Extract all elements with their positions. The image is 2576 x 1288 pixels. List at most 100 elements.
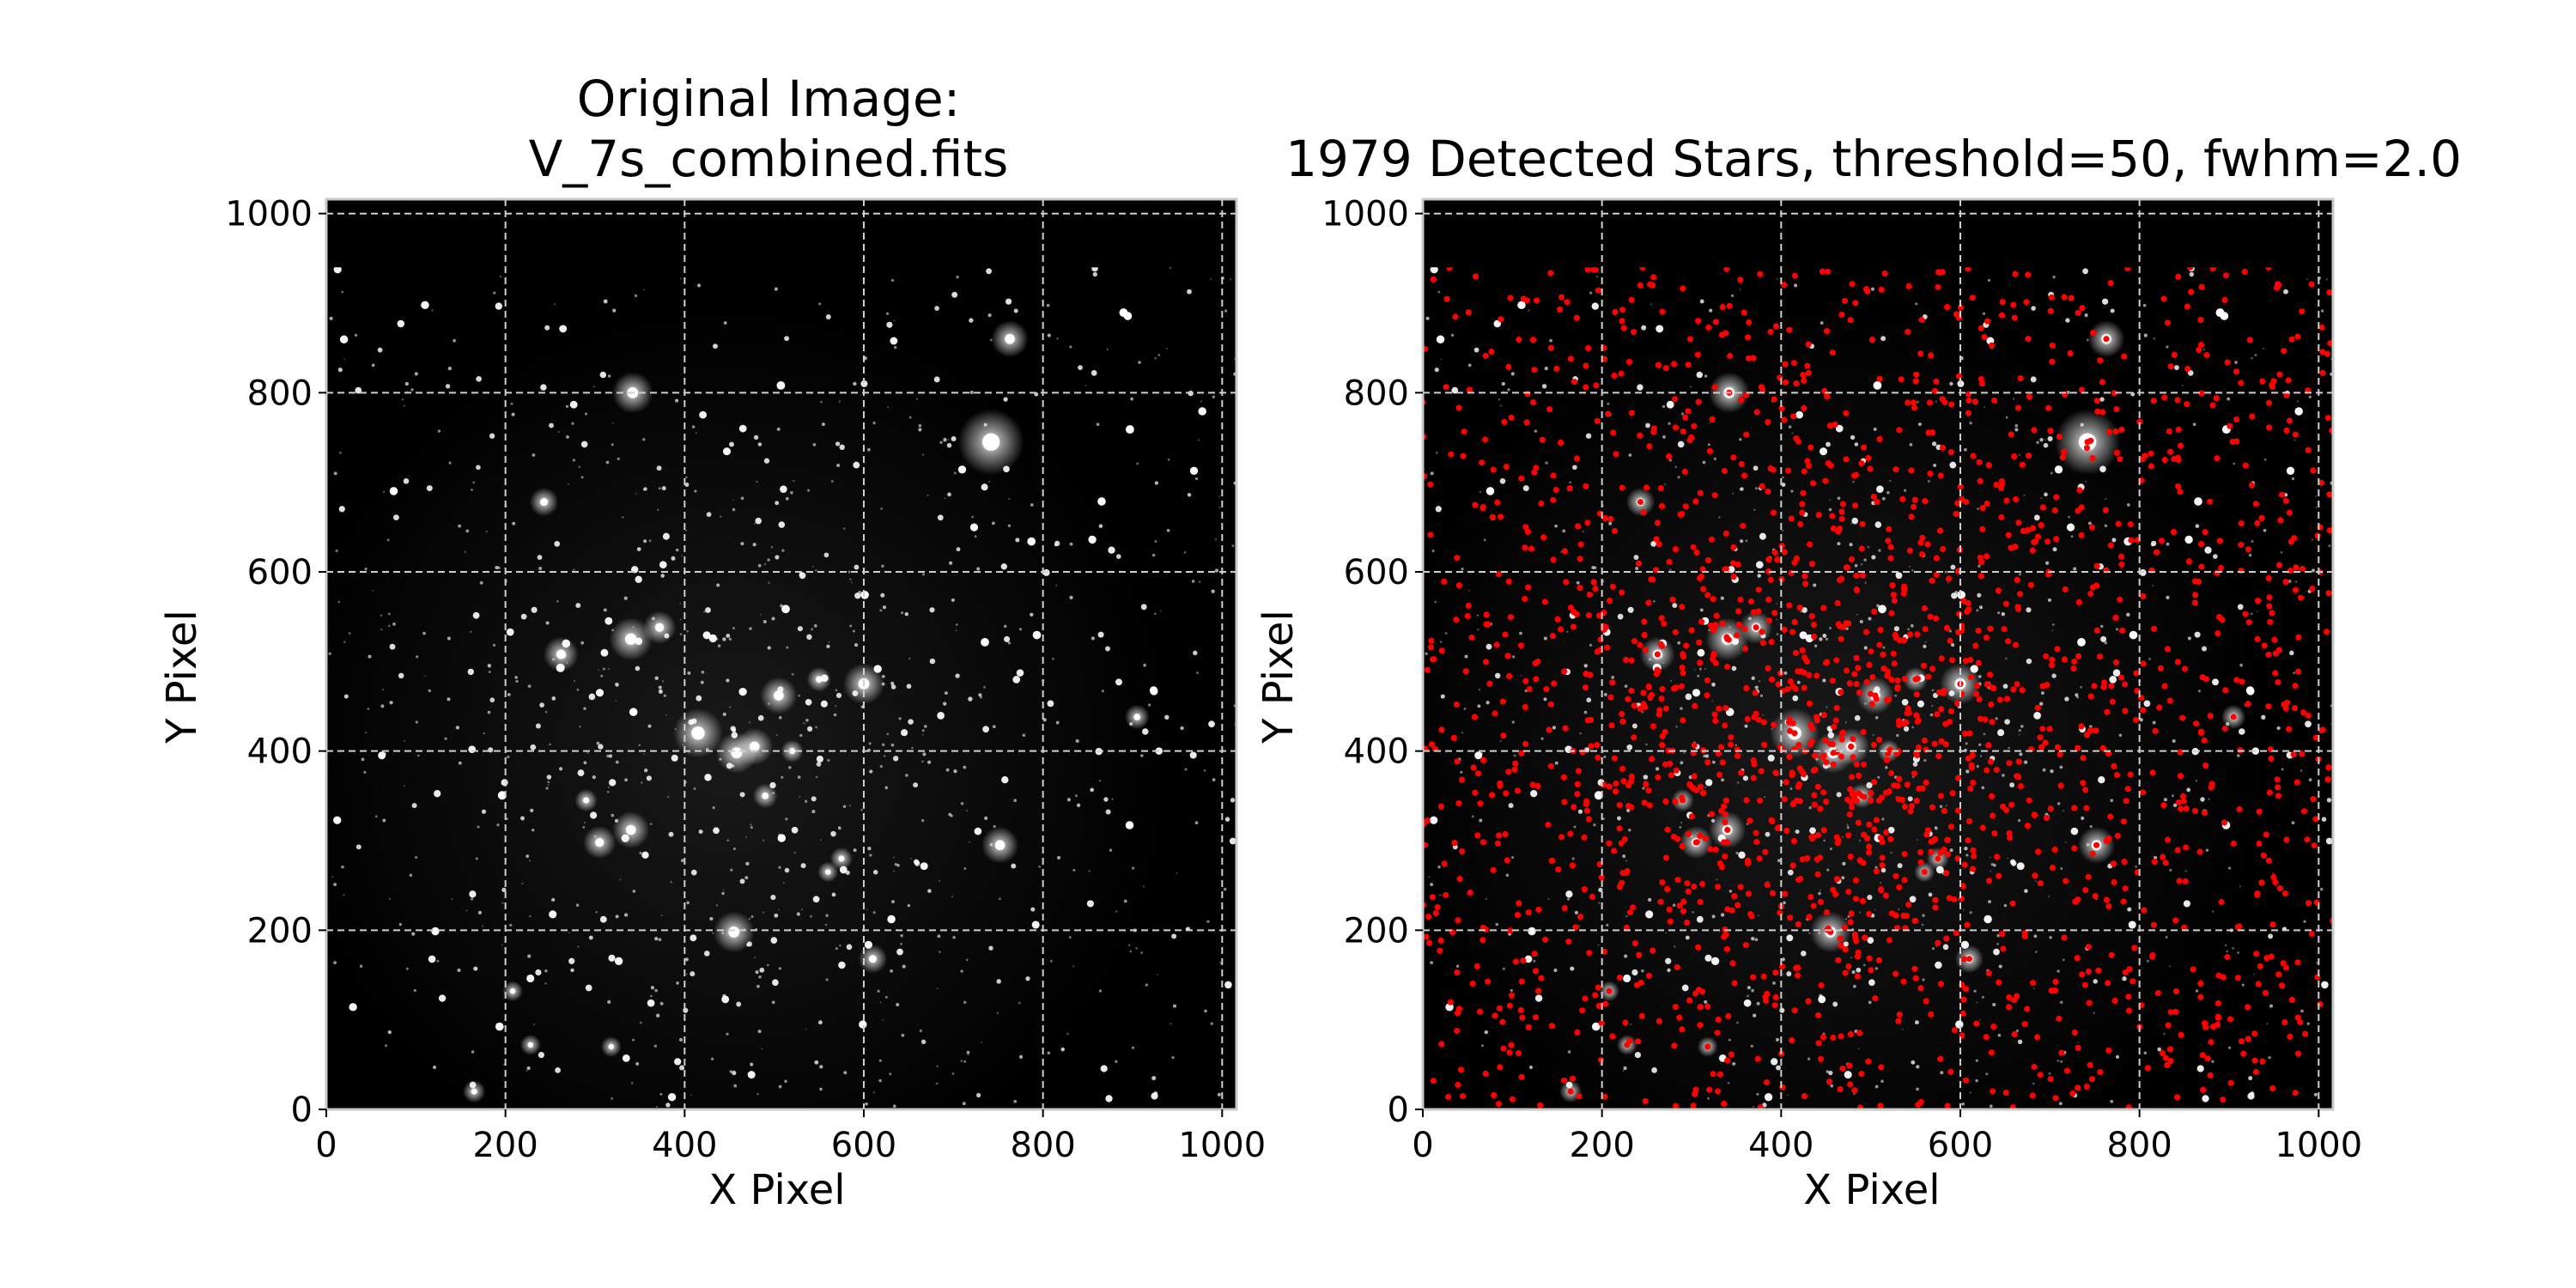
detection-marker	[1561, 905, 1568, 912]
detection-marker	[1970, 847, 1977, 854]
star	[2110, 308, 2115, 313]
faint-star	[849, 624, 853, 628]
detection-marker	[1810, 767, 1817, 775]
detection-marker	[1811, 633, 1818, 641]
detection-marker	[1872, 692, 1879, 699]
detection-marker	[1636, 951, 1643, 958]
detection-marker	[2180, 798, 2187, 805]
detection-marker	[1754, 1055, 1761, 1062]
star	[698, 829, 703, 835]
faint-star	[558, 767, 563, 771]
faint-star	[1478, 689, 1481, 691]
faint-star	[592, 386, 595, 388]
faint-star	[2015, 1029, 2019, 1033]
faint-star	[578, 465, 580, 468]
faint-star	[483, 732, 485, 735]
detection-marker	[1823, 799, 1830, 805]
star	[476, 465, 481, 471]
faint-star	[691, 425, 696, 428]
faint-star	[1184, 768, 1188, 771]
faint-star	[770, 545, 774, 549]
faint-star	[2024, 760, 2028, 764]
detection-marker	[1862, 934, 1868, 941]
faint-star	[950, 814, 953, 817]
faint-star	[962, 1102, 966, 1106]
detection-marker	[1961, 956, 1968, 963]
star	[668, 831, 674, 837]
detection-marker	[1993, 481, 2000, 489]
detection-marker	[2051, 507, 2058, 514]
detection-marker	[1799, 856, 1806, 863]
faint-star	[470, 897, 474, 901]
faint-star	[1977, 507, 1979, 510]
detection-marker	[1577, 585, 1583, 592]
detection-marker	[2304, 836, 2311, 843]
faint-star	[1820, 321, 1824, 325]
faint-star	[2017, 818, 2021, 823]
star	[2044, 492, 2048, 497]
detection-marker	[1990, 812, 1996, 819]
detection-marker	[2075, 744, 2081, 751]
faint-star	[331, 876, 334, 878]
star	[799, 572, 806, 580]
detection-marker	[1655, 361, 1662, 368]
detection-marker	[1674, 877, 1681, 884]
star	[1887, 826, 1895, 834]
detection-marker	[1586, 592, 1593, 598]
detection-marker	[1795, 964, 1801, 971]
star	[1105, 809, 1111, 815]
detection-marker	[2196, 346, 2202, 354]
detection-marker	[2021, 1021, 2028, 1028]
detection-marker	[1860, 761, 1867, 768]
detection-marker	[1708, 811, 1716, 817]
faint-star	[921, 760, 924, 763]
detection-marker	[1589, 893, 1595, 900]
star	[1508, 803, 1514, 809]
detection-marker	[2327, 340, 2333, 347]
detection-marker	[1913, 712, 1920, 719]
detection-marker	[1990, 1024, 1997, 1030]
detection-marker	[1437, 947, 1443, 954]
x-tick-label: 600	[1928, 1126, 1993, 1165]
detection-marker	[1938, 655, 1945, 662]
detection-marker	[1503, 790, 1510, 797]
bright-star	[509, 988, 516, 994]
faint-star	[602, 667, 605, 671]
faint-star	[1074, 794, 1078, 798]
faint-star	[750, 826, 753, 829]
detection-marker	[2318, 324, 2325, 331]
detection-marker	[2127, 771, 2134, 778]
faint-star	[515, 679, 519, 683]
faint-star	[745, 861, 750, 866]
faint-star	[766, 963, 769, 967]
detection-marker	[1955, 629, 1962, 635]
star	[1189, 751, 1197, 759]
detection-marker	[1655, 667, 1662, 675]
faint-star	[1166, 347, 1169, 350]
detection-marker	[2020, 527, 2026, 535]
faint-star	[1739, 438, 1742, 441]
detection-marker	[1865, 849, 1873, 856]
detection-marker	[1611, 527, 1619, 535]
detection-marker	[1695, 987, 1703, 993]
detection-marker	[1860, 444, 1868, 451]
star	[1000, 563, 1007, 570]
detection-marker	[1838, 508, 1845, 515]
faint-star	[879, 764, 883, 769]
faint-star	[797, 775, 801, 779]
detection-marker	[2002, 1090, 2009, 1097]
faint-star	[843, 1071, 848, 1075]
star	[1710, 957, 1720, 965]
detection-marker	[1708, 536, 1715, 543]
faint-star	[1872, 733, 1874, 736]
detection-marker	[2113, 771, 2121, 779]
star	[1822, 633, 1827, 638]
faint-star	[343, 894, 345, 896]
faint-star	[679, 618, 682, 621]
faint-star	[1495, 922, 1499, 927]
faint-star	[881, 564, 884, 568]
faint-star	[799, 796, 801, 799]
star	[647, 999, 655, 1007]
faint-star	[996, 1012, 999, 1014]
detection-marker	[1631, 940, 1638, 947]
